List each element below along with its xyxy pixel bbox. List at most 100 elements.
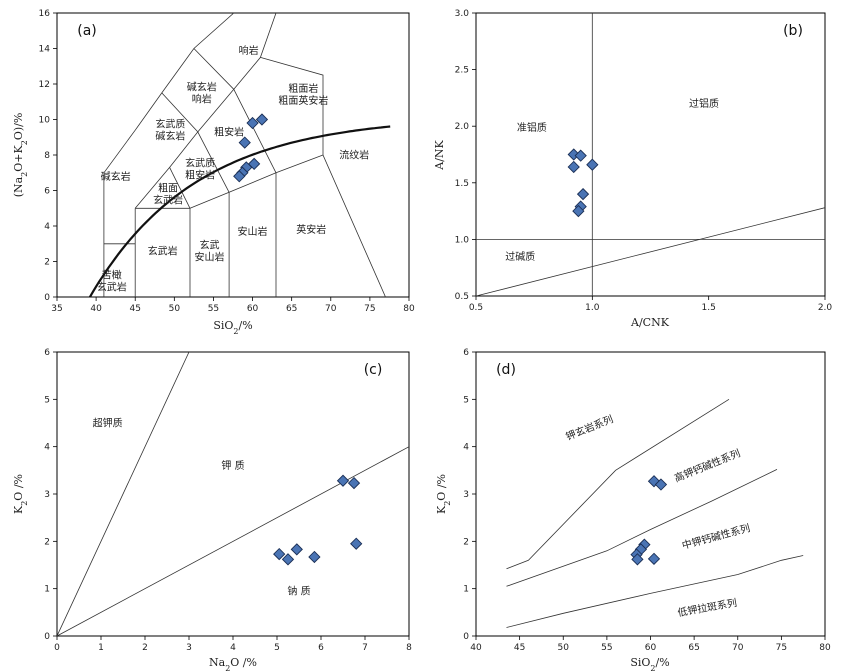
y-tick-label: 0 [463,632,469,642]
region-label: 安山岩 [195,250,225,263]
x-tick-label: 70 [325,304,337,314]
x-tick-label: 65 [688,643,699,653]
region-label: 钾 质 [221,459,244,472]
boundary-line [161,92,199,133]
x-tick-label: 0.5 [469,303,483,313]
boundary-line [57,352,190,636]
y-tick-label: 1.0 [455,235,470,245]
plot-frame [475,12,826,297]
x-axis-label: SiO2/% [213,319,252,336]
boundary-line [134,13,277,209]
y-tick-label: 12 [39,80,50,90]
boundary-lines [88,13,391,297]
sample-point [350,537,363,550]
y-tick-label: 1.5 [455,179,469,189]
x-tick-label: 50 [169,304,181,314]
region-label: 碱玄岩 [187,80,217,93]
y-axis-label: K2O /% [435,474,452,514]
panel-b: 0.5 1.0 1.5 2.0 0.5 1.0 1.5 2.0 2.5 3.0 A/CNK A/NK (… [433,9,832,329]
x-tick-label: 60 [645,643,657,653]
boundary-line [197,131,230,193]
y-tick-label: 5 [463,395,469,405]
x-tick-label: 45 [129,304,140,314]
x-tick-label: 6 [318,643,324,653]
y-tick-label: 2.0 [455,122,470,132]
y-tick-label: 0 [44,293,50,303]
x-tick-label: 1 [98,643,104,653]
x-tick-label: 65 [286,304,297,314]
region-label: 玄武岩 [97,281,127,294]
sample-point [336,474,350,487]
sample-point [574,149,587,162]
y-tick-label: 3 [463,490,469,500]
x-tick-label: 40 [90,304,102,314]
y-axis-label: (Na2O+K2O)/% [12,113,29,198]
y-tick-label: 3 [44,490,50,500]
sample-point [290,543,303,556]
region-label: 低钾拉斑系列 [677,596,738,619]
y-tick-label: 1 [44,585,50,595]
region-label: 钠 质 [287,585,310,598]
region-label: 钾玄岩系列 [564,412,615,443]
panel-label: (a) [77,23,97,39]
sample-point [238,136,251,149]
region-label: 粗面英安岩 [278,94,328,107]
sample-point [308,550,321,564]
region-label: 流纹岩 [339,149,369,162]
y-tick-label: 8 [44,151,50,161]
y-tick-label: 10 [39,116,51,126]
boundary-line [476,207,825,296]
panel-label: (b) [783,23,803,39]
region-label: 中钾钙碱性系列 [680,521,751,552]
y-tick-label: 0 [44,632,50,642]
region-label: 粗安岩 [214,125,244,138]
x-tick-label: 75 [364,304,375,314]
alkaline-subalkaline-curve [88,125,391,297]
x-axis-label: SiO2/% [630,656,669,672]
x-axis-label: Na2O /% [209,656,257,672]
region-label: 玄武质 [155,118,185,131]
region-label: 玄武 [200,238,220,251]
sample-point [233,170,246,183]
sample-point [586,158,599,171]
x-tick-label: 3 [186,643,192,653]
region-label: 高钾钙碱性系列 [672,446,742,484]
sample-point [631,553,644,566]
y-tick-label: 2 [44,258,50,268]
x-tick-label: 55 [208,304,219,314]
y-tick-label: 1 [463,585,469,595]
boundary-line [506,469,778,587]
sample-points [630,475,668,566]
x-tick-label: 5 [274,643,280,653]
sample-points [273,474,363,566]
sample-point [572,204,585,218]
x-tick-label: 75 [776,643,787,653]
y-tick-label: 3.0 [455,9,470,19]
boundary-lines [506,398,804,628]
boundary-lines [57,352,409,636]
y-tick-label: 14 [39,45,51,55]
boundary-line [260,57,386,297]
boundary-line [189,154,324,209]
y-axis-label: A/NK [433,139,446,170]
boundary-line [57,446,409,636]
y-tick-label: 5 [44,395,50,405]
y-tick-label: 2.5 [455,66,469,76]
region-label: 响岩 [192,92,212,105]
x-tick-label: 2 [142,643,148,653]
region-label: 超钾质 [93,417,123,430]
sample-point [246,116,259,130]
x-tick-label: 55 [601,643,612,653]
sample-point [654,478,668,491]
boundary-line [506,555,804,628]
boundary-lines [476,13,825,296]
y-tick-label: 6 [463,348,469,358]
sample-point [576,187,590,201]
region-label: 过碱质 [505,250,535,263]
region-label: 过铝质 [689,97,719,110]
sample-point [567,160,580,174]
region-label: 苦橄 [102,269,122,282]
